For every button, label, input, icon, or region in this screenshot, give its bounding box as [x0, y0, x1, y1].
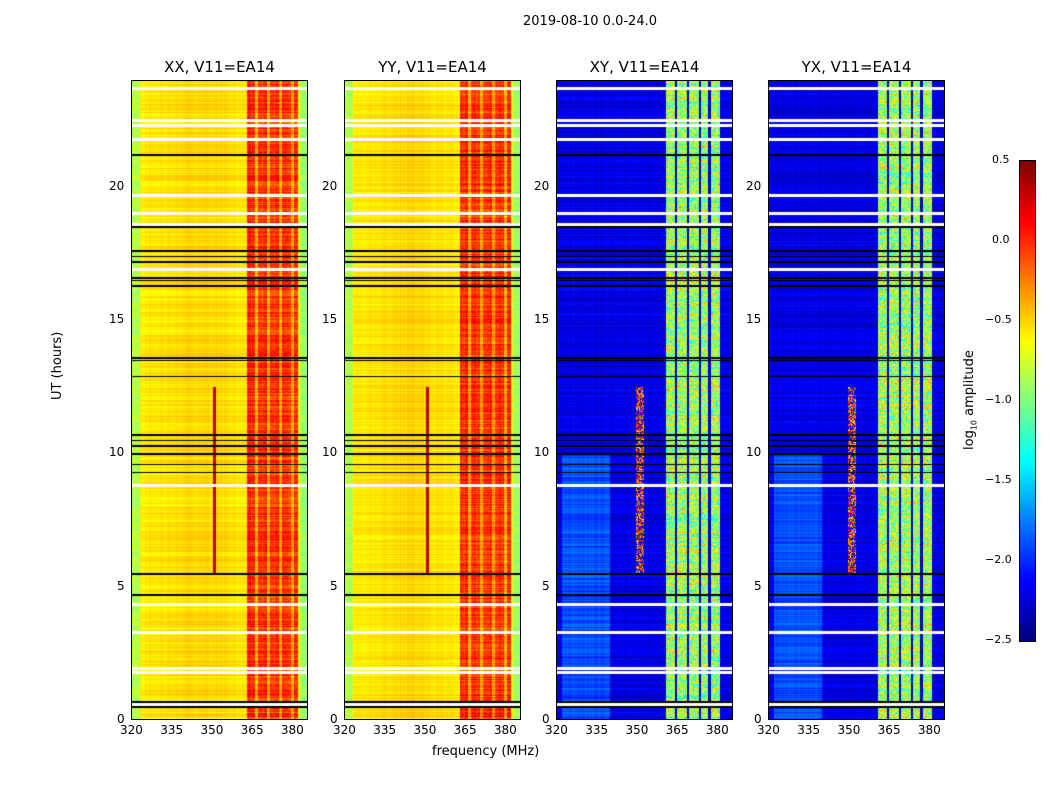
x-tick-label: 365 [665, 723, 689, 737]
y-tick-label: 15 [322, 312, 338, 326]
x-tick-label: 365 [240, 723, 264, 737]
x-axis-label: frequency (MHz) [432, 744, 540, 759]
panel-title: YY, V11=EA14 [378, 58, 487, 76]
y-tick-label: 20 [109, 178, 125, 193]
y-tick-label: 5 [330, 578, 338, 593]
x-tick-label: 350 [413, 723, 437, 737]
y-tick-label: 0 [542, 712, 550, 726]
y-tick-label: 15 [746, 312, 762, 326]
y-tick-label: 0 [754, 712, 762, 726]
y-tick-label: 5 [754, 578, 762, 593]
colorbar-tick-label: −1.5 [985, 473, 1012, 486]
y-tick-label: 20 [322, 178, 338, 193]
axes-frame [344, 80, 521, 720]
panel-title: YX, V11=EA14 [801, 58, 912, 76]
y-tick-label: 10 [534, 445, 550, 460]
panel-xx: XX, V11=EA14 320 335 350 365 380 0 5 10 15 20 [109, 58, 308, 737]
y-axis-label: UT (hours) [50, 331, 65, 400]
x-tick-label: 320 [757, 723, 780, 737]
heatmap-3 [768, 80, 945, 720]
y-tick-label: 20 [534, 178, 550, 193]
heatmap-1 [344, 80, 521, 720]
x-tick-label: 380 [493, 723, 517, 737]
colorbar-tick-label: −1.0 [985, 393, 1012, 406]
panel-yy: YY, V11=EA14 320 335 350 365 380 0 5 10 15 20 [322, 58, 521, 737]
axes-frame [556, 80, 733, 720]
x-tick-label: 320 [333, 723, 356, 737]
panel-title: XX, V11=EA14 [164, 58, 275, 76]
x-tick-label: 365 [877, 723, 901, 737]
colorbar-tick-label: 0.5 [992, 153, 1010, 166]
axes-frame [768, 80, 945, 720]
x-tick-label: 380 [917, 723, 941, 737]
y-tick-label: 10 [109, 445, 125, 460]
y-tick-label: 10 [322, 445, 338, 460]
y-tick-label: 10 [746, 445, 762, 460]
x-tick-label: 320 [545, 723, 568, 737]
x-tick-label: 350 [837, 723, 861, 737]
x-tick-label: 320 [120, 723, 143, 737]
colorbar-label: log10 amplitude [962, 350, 979, 450]
panel-yx: YX, V11=EA14 320 335 350 365 380 0 5 10 15 20 [746, 58, 945, 737]
colorbar [1019, 160, 1036, 642]
x-tick-label: 335 [797, 723, 821, 737]
panel-xy: XY, V11=EA14 320 335 350 365 380 0 5 10 15 20 [534, 58, 733, 737]
colorbar-tick-label: 0.0 [992, 233, 1010, 246]
figure-title: 2019-08-10 0.0-24.0 [523, 14, 657, 29]
x-tick-label: 335 [585, 723, 609, 737]
x-tick-label: 335 [373, 723, 397, 737]
y-tick-label: 15 [534, 312, 550, 326]
colorbar-tick-label: −0.5 [985, 313, 1012, 326]
axes-frame [131, 80, 308, 720]
colorbar-tick-label: −2.5 [985, 633, 1012, 646]
x-tick-label: 350 [200, 723, 224, 737]
heatmap-0 [131, 80, 308, 720]
panel-title: XY, V11=EA14 [589, 58, 700, 76]
x-tick-label: 365 [453, 723, 477, 737]
y-tick-label: 0 [117, 712, 125, 726]
colorbar-tick-label: −2.0 [985, 553, 1012, 566]
x-tick-label: 350 [625, 723, 649, 737]
x-tick-label: 380 [705, 723, 729, 737]
y-tick-label: 5 [117, 578, 125, 593]
y-tick-label: 5 [542, 578, 550, 593]
x-tick-label: 335 [160, 723, 184, 737]
heatmap-2 [556, 80, 733, 720]
y-tick-label: 20 [746, 178, 762, 193]
y-tick-label: 15 [109, 312, 125, 326]
x-tick-label: 380 [280, 723, 304, 737]
y-tick-label: 0 [330, 712, 338, 726]
